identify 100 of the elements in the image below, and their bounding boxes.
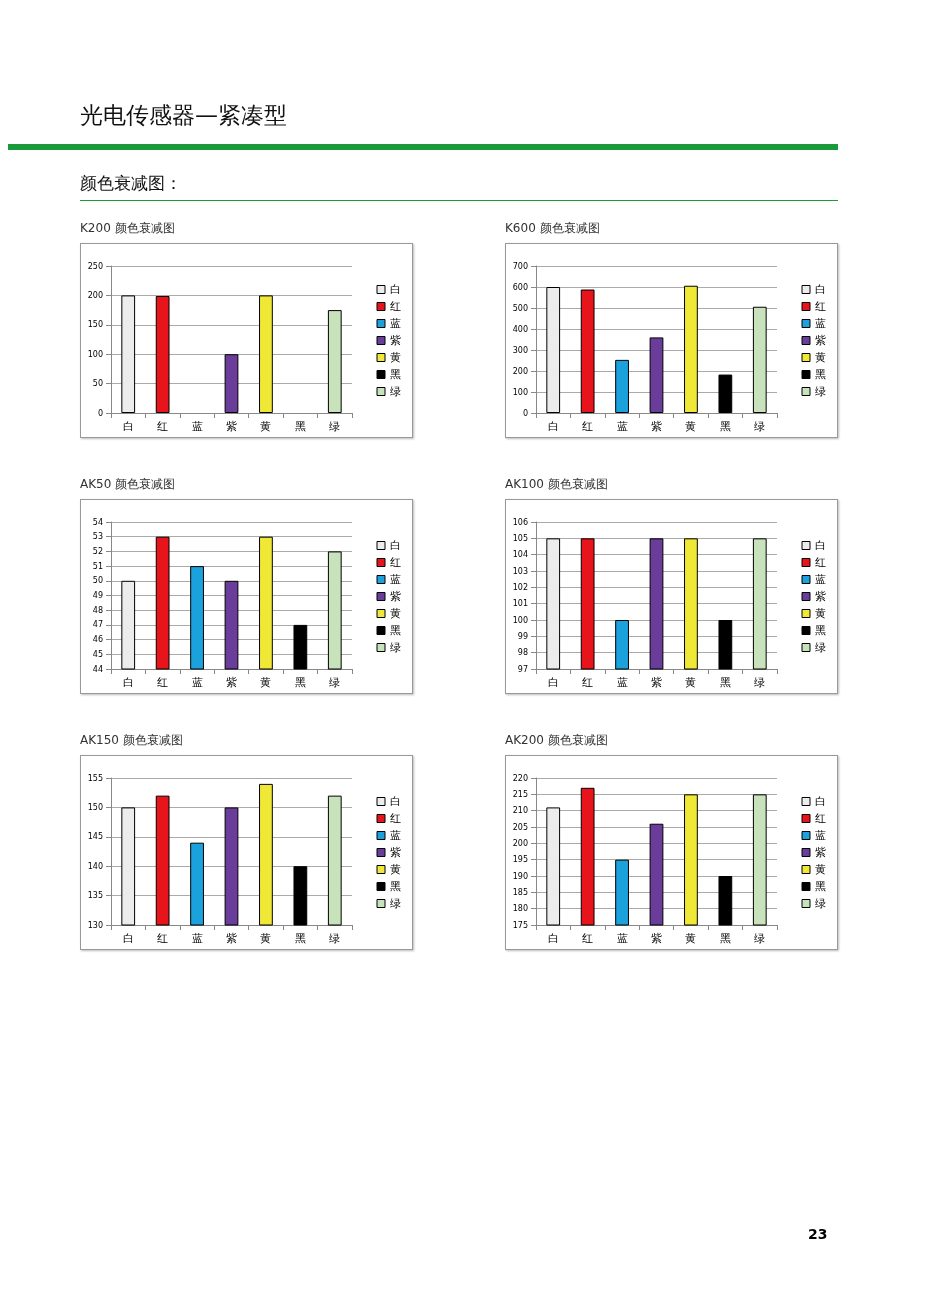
y-tick-label: 100 (87, 349, 103, 359)
y-tick-label: 106 (512, 517, 528, 527)
y-tick-label: 210 (512, 806, 528, 816)
y-tick-label: 44 (92, 664, 103, 674)
legend-label: 黄 (390, 607, 401, 620)
legend-label: 白 (390, 283, 401, 296)
x-tick-label: 黑 (294, 932, 306, 945)
x-tick-label: 蓝 (191, 676, 203, 689)
x-tick-label: 紫 (651, 676, 662, 689)
x-tick-label: 紫 (651, 932, 662, 945)
y-tick-label: 205 (512, 822, 528, 832)
legend-label: 红 (390, 300, 401, 313)
legend-label: 绿 (390, 641, 401, 654)
y-tick-label: 47 (92, 620, 103, 630)
x-tick-label: 绿 (754, 932, 766, 945)
legend-label: 黄 (390, 351, 401, 364)
legend-label: 白 (815, 539, 826, 552)
y-tick-label: 155 (87, 773, 103, 783)
y-tick-label: 215 (512, 789, 528, 799)
x-tick-label: 红 (582, 932, 594, 945)
y-tick-label: 200 (512, 838, 528, 848)
legend-label: 白 (815, 795, 826, 808)
y-tick-label: 190 (512, 871, 528, 881)
y-tick-label: 140 (87, 861, 103, 871)
y-tick-label: 50 (92, 576, 103, 586)
x-tick-label: 白 (122, 420, 134, 433)
y-tick-label: 52 (92, 546, 103, 556)
y-tick-label: 180 (512, 904, 528, 914)
x-tick-label: 紫 (651, 420, 662, 433)
legend-label: 黑 (390, 624, 401, 637)
chart-title: AK50 颜色衰减图 (80, 476, 177, 493)
legend-label: 紫 (390, 334, 401, 347)
legend-label: 白 (815, 283, 826, 296)
y-tick-label: 200 (512, 366, 528, 376)
y-tick-label: 150 (87, 802, 103, 812)
chart-title: K600 颜色衰减图 (505, 220, 601, 237)
y-tick-label: 250 (87, 261, 103, 271)
y-tick-label: 45 (92, 649, 103, 659)
legend-label: 白 (390, 795, 401, 808)
x-tick-label: 黑 (719, 676, 731, 689)
legend-label: 红 (815, 300, 826, 313)
y-tick-label: 0 (522, 408, 528, 418)
x-tick-label: 蓝 (616, 420, 628, 433)
legend-label: 黑 (390, 368, 401, 381)
y-tick-label: 53 (92, 532, 103, 542)
x-tick-label: 白 (122, 676, 134, 689)
x-tick-label: 红 (157, 676, 169, 689)
x-tick-label: 红 (582, 420, 594, 433)
x-tick-label: 黄 (260, 932, 272, 945)
y-tick-label: 500 (512, 303, 528, 313)
x-tick-label: 白 (547, 932, 559, 945)
y-tick-label: 51 (92, 561, 103, 571)
x-tick-label: 绿 (329, 932, 341, 945)
y-tick-label: 175 (512, 920, 528, 930)
legend-label: 红 (815, 556, 826, 569)
y-tick-label: 103 (512, 566, 528, 576)
y-tick-label: 130 (87, 920, 103, 930)
y-tick-label: 101 (512, 599, 528, 609)
legend-label: 绿 (390, 385, 401, 398)
legend-label: 紫 (815, 590, 826, 603)
legend-label: 绿 (815, 385, 826, 398)
y-tick-label: 54 (92, 517, 103, 527)
legend-label: 黑 (390, 880, 401, 893)
legend-label: 黄 (815, 863, 826, 876)
legend-label: 绿 (390, 897, 401, 910)
y-tick-label: 600 (512, 282, 528, 292)
legend-label: 蓝 (390, 317, 401, 330)
legend-label: 紫 (815, 846, 826, 859)
y-tick-label: 105 (512, 533, 528, 543)
x-tick-label: 紫 (226, 932, 237, 945)
y-tick-label: 700 (512, 261, 528, 271)
chart-title: AK100 颜色衰减图 (505, 476, 609, 493)
x-tick-label: 白 (122, 932, 134, 945)
x-tick-label: 绿 (754, 420, 766, 433)
legend-label: 蓝 (815, 829, 826, 842)
legend-label: 蓝 (390, 573, 401, 586)
x-tick-label: 黄 (260, 676, 272, 689)
y-tick-label: 195 (512, 855, 528, 865)
text: 颜色衰减图： (80, 172, 182, 195)
x-tick-label: 黑 (294, 676, 306, 689)
legend-label: 红 (390, 812, 401, 825)
y-tick-label: 300 (512, 345, 528, 355)
chart-title: AK150 颜色衰减图 (80, 732, 184, 749)
x-tick-label: 白 (547, 420, 559, 433)
legend-label: 红 (815, 812, 826, 825)
y-tick-label: 100 (512, 387, 528, 397)
y-tick-label: 98 (517, 648, 528, 658)
x-tick-label: 蓝 (616, 932, 628, 945)
y-tick-label: 49 (92, 591, 103, 600)
y-tick-label: 46 (92, 635, 103, 645)
x-tick-label: 紫 (226, 420, 237, 433)
x-tick-label: 黄 (260, 420, 272, 433)
legend-label: 绿 (815, 641, 826, 654)
y-tick-label: 200 (87, 290, 103, 300)
y-tick-label: 102 (512, 582, 528, 592)
x-tick-label: 蓝 (191, 932, 203, 945)
legend-label: 紫 (390, 846, 401, 859)
legend-label: 绿 (815, 897, 826, 910)
y-tick-label: 100 (512, 615, 528, 625)
legend-label: 蓝 (815, 573, 826, 586)
